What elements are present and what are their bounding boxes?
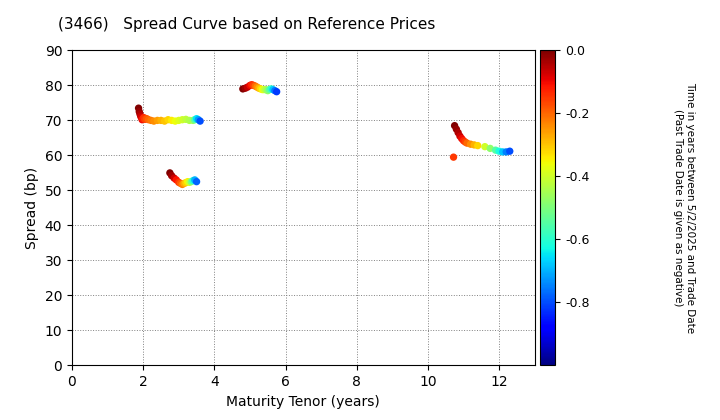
- Point: [246, 81, 258, 88]
- Point: [175, 180, 186, 187]
- Point: [176, 181, 188, 188]
- Point: [262, 87, 274, 94]
- Point: [255, 86, 266, 92]
- Point: [264, 86, 275, 93]
- Point: [166, 172, 177, 179]
- Point: [242, 84, 253, 90]
- Point: [162, 116, 174, 123]
- Point: [164, 170, 176, 176]
- Point: [251, 84, 263, 90]
- Point: [168, 175, 180, 181]
- Point: [456, 135, 467, 142]
- Point: [132, 105, 144, 111]
- Point: [152, 117, 163, 124]
- Point: [485, 145, 496, 152]
- Point: [137, 115, 148, 122]
- Point: [269, 87, 281, 94]
- Point: [184, 179, 195, 186]
- Point: [258, 86, 270, 93]
- Point: [138, 114, 150, 121]
- Point: [191, 115, 202, 122]
- Y-axis label: Spread (bp): Spread (bp): [25, 167, 39, 249]
- Point: [469, 142, 480, 148]
- Point: [145, 117, 157, 124]
- Point: [173, 179, 184, 186]
- Point: [176, 116, 188, 123]
- Point: [459, 139, 471, 145]
- Point: [187, 117, 199, 124]
- Point: [139, 116, 150, 123]
- Point: [159, 118, 171, 124]
- Point: [148, 118, 160, 124]
- Point: [248, 82, 259, 89]
- Point: [143, 116, 154, 123]
- Point: [171, 176, 182, 183]
- Point: [194, 118, 206, 124]
- Point: [192, 116, 204, 123]
- Point: [169, 118, 181, 124]
- Point: [189, 116, 201, 123]
- Point: [452, 129, 464, 136]
- Point: [135, 113, 146, 120]
- Point: [191, 178, 202, 185]
- Point: [237, 86, 248, 92]
- Point: [240, 85, 251, 92]
- Point: [180, 116, 192, 123]
- Point: [500, 149, 512, 155]
- Point: [458, 137, 469, 144]
- Point: [179, 180, 190, 187]
- Point: [250, 83, 261, 89]
- Point: [454, 133, 466, 139]
- Point: [493, 148, 505, 155]
- Point: [182, 178, 194, 185]
- Point: [267, 86, 279, 93]
- Point: [141, 115, 153, 122]
- Point: [186, 178, 197, 185]
- Point: [449, 122, 460, 129]
- Point: [173, 117, 184, 124]
- Point: [189, 176, 201, 183]
- Point: [253, 85, 265, 92]
- Y-axis label: Time in years between 5/2/2025 and Trade Date
(Past Trade Date is given as negat: Time in years between 5/2/2025 and Trade…: [673, 82, 695, 333]
- Point: [244, 82, 256, 89]
- Point: [134, 111, 145, 118]
- Point: [136, 116, 148, 123]
- Point: [271, 88, 282, 95]
- Point: [462, 140, 473, 147]
- Point: [260, 86, 271, 93]
- X-axis label: Maturity Tenor (years): Maturity Tenor (years): [227, 395, 380, 409]
- Point: [479, 143, 490, 150]
- Point: [472, 142, 484, 149]
- Point: [465, 141, 477, 147]
- Point: [490, 147, 501, 153]
- Text: (3466)   Spread Curve based on Reference Prices: (3466) Spread Curve based on Reference P…: [58, 17, 435, 32]
- Point: [166, 117, 177, 124]
- Point: [256, 86, 268, 93]
- Point: [184, 117, 195, 124]
- Point: [156, 117, 167, 124]
- Point: [180, 179, 192, 186]
- Point: [187, 177, 199, 184]
- Point: [497, 149, 508, 155]
- Point: [133, 108, 145, 115]
- Point: [448, 154, 459, 160]
- Point: [504, 148, 516, 155]
- Point: [266, 86, 277, 92]
- Point: [135, 114, 147, 121]
- Point: [451, 126, 462, 132]
